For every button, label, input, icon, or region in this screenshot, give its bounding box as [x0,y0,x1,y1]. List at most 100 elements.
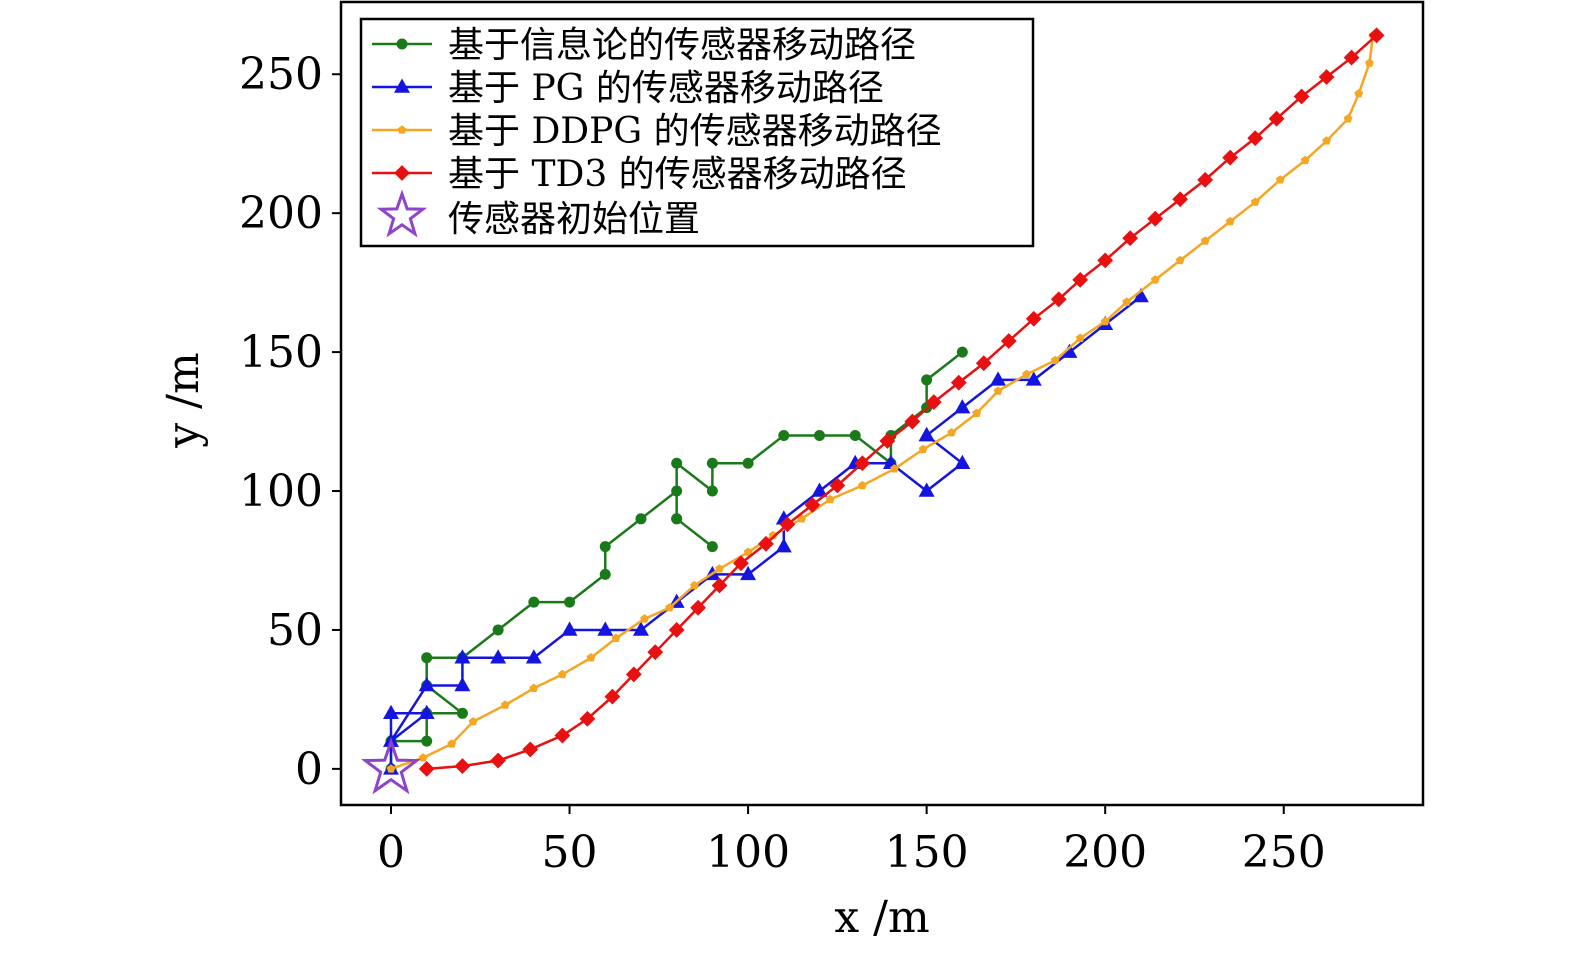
series-2 [383,288,1149,775]
data-point [733,555,749,572]
data-point [854,455,871,472]
data-point [706,485,718,497]
legend-entry-label: 基于 TD3 的传感器移动路径 [448,154,907,195]
data-point [500,700,510,709]
data-point [490,752,507,769]
data-point [690,580,699,590]
data-point [1132,288,1149,303]
data-point [1225,216,1235,226]
data-point [1072,271,1089,288]
data-point [711,577,728,594]
data-point [599,568,611,580]
data-point [454,758,471,775]
data-point [632,621,649,636]
data-point [468,717,478,726]
data-point [625,666,642,683]
data-point [975,355,992,372]
data-point [1100,316,1110,326]
x-tick-label: 50 [542,827,598,878]
data-point [918,444,928,454]
data-point [1122,230,1139,247]
data-point [778,429,790,441]
data-point [758,535,774,552]
data-point [418,760,435,777]
data-point [921,374,933,386]
data-point [947,428,957,437]
data-point [990,371,1007,386]
data-point [1365,58,1374,67]
data-point [904,413,921,430]
data-point [1275,175,1285,184]
series-3 [386,30,1378,773]
data-point [418,753,428,762]
data-point [558,669,567,679]
data-point [779,516,796,533]
series-line [389,295,1142,769]
data-point [597,621,614,636]
data-point [1075,333,1085,342]
data-point [1150,275,1160,284]
data-point [950,374,967,391]
x-tick-label: 0 [377,827,405,878]
ticks-layer: 0 50 100 150 200 250 0 50 100 150 200 250 [239,49,1326,878]
series-1 [385,346,968,775]
y-tick-label: 200 [239,188,323,239]
data-point [1222,149,1239,166]
data-point [1197,171,1214,188]
data-point [811,482,828,497]
data-point [522,741,539,758]
data-point [599,541,611,553]
data-point [418,704,435,720]
data-point [447,739,457,748]
legend-entry-label: 基于信息论的传感器移动路径 [448,25,916,66]
data-point [529,683,539,693]
data-point [640,614,649,623]
data-point [647,644,664,661]
data-point [418,676,435,692]
data-point [1343,49,1360,66]
data-point [775,538,792,553]
data-point [1050,291,1067,308]
data-point [890,464,899,473]
data-point [490,649,507,664]
x-tick-label: 100 [706,827,790,878]
data-point [1247,130,1264,147]
data-point [879,433,896,449]
legend-marker-star [376,189,428,238]
data-point [611,633,621,643]
y-tick-label: 50 [267,605,323,656]
series-line [389,351,964,769]
data-point [579,710,596,727]
y-tick-label: 0 [295,744,323,795]
x-tick-label: 200 [1063,827,1147,878]
data-point [1172,191,1189,208]
data-point [383,704,399,720]
data-point [829,477,846,494]
data-point [690,599,707,616]
data-point [1343,114,1353,123]
data-point [586,653,596,662]
data-point [849,429,861,441]
data-point [1025,310,1042,327]
data-point [635,513,647,525]
legend-marker [394,78,410,93]
data-point [1122,297,1131,306]
data-point [528,596,540,608]
data-point [671,457,683,469]
data-point [706,457,718,469]
data-point [1300,155,1310,165]
data-point [918,482,935,497]
start-position-star [360,737,422,795]
data-point [1368,27,1385,44]
data-point [525,649,542,664]
data-point [918,426,935,442]
data-point [1322,136,1331,145]
data-point [1022,369,1032,379]
data-point [386,764,396,773]
data-point [742,457,754,469]
data-point [421,735,433,747]
legend-marker [397,125,407,134]
data-point [421,652,433,664]
data-point [706,541,718,553]
